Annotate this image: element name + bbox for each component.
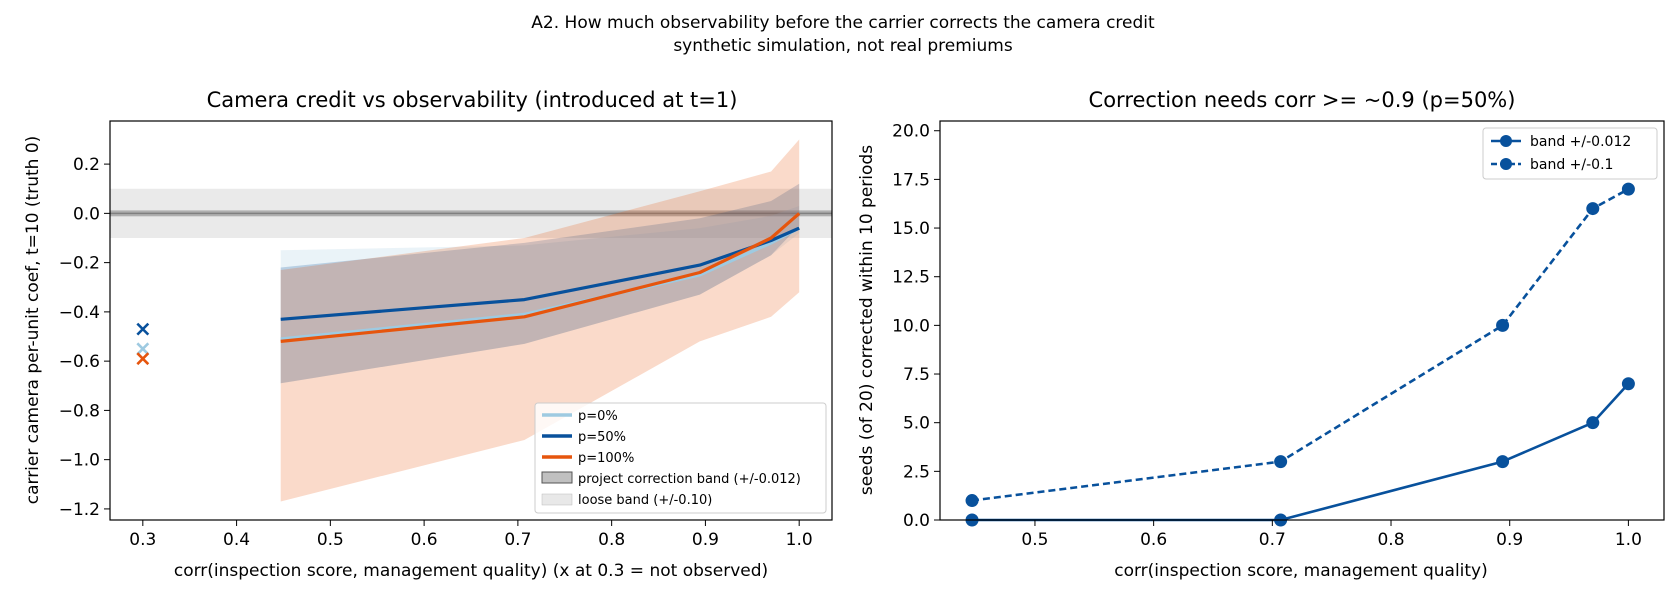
left-xtick-label: 0.4: [223, 530, 250, 550]
left-xtick-label: 1.0: [786, 530, 813, 550]
left-xtick-label: 0.3: [129, 530, 156, 550]
right-xtick-label: 0.5: [1021, 530, 1048, 550]
left-axes-frame: [109, 120, 833, 521]
left-xtick-label: 0.6: [411, 530, 438, 550]
right-ytick-label: 5.0: [903, 414, 930, 434]
ci-band-p0: [280, 206, 800, 384]
left-xtick-label: 0.9: [692, 530, 719, 550]
right-ytick-label: 17.5: [892, 170, 930, 190]
subtitle: synthetic simulation, not real premiums: [673, 36, 1013, 56]
right-axis-ticks: 0.5 0.6 0.7 0.8 0.9 1.0 0.0 2.5 5.0 7.5 10.0 12.5 15…: [892, 122, 1642, 550]
right-ytick-label: 2.5: [903, 462, 930, 482]
left-ytick-label: −1.2: [59, 500, 100, 520]
left-axis-ticks: 0.3 0.4 0.5 0.6 0.7 0.8 0.9 1.0 0.2 0.0 −0.2 −0.4 −0…: [59, 155, 813, 550]
not-observed-marker-p0: [136, 342, 150, 356]
legend-label-p50: p=50%: [578, 430, 626, 445]
right-legend: band +/-0.012 band +/-0.1: [1482, 127, 1658, 180]
left-xtick-label: 0.5: [317, 530, 344, 550]
left-xtick-label: 0.8: [598, 530, 625, 550]
not-observed-marker-p100: [136, 352, 150, 366]
right-ytick-label: 15.0: [892, 219, 930, 239]
right-xtick-label: 0.6: [1140, 530, 1167, 550]
legend-label-correction-band: project correction band (+/-0.012): [578, 472, 801, 487]
left-ytick-label: 0.2: [73, 155, 100, 175]
legend-marker-band-tight: [1500, 135, 1512, 147]
right-series-line-1: [971, 187, 1630, 502]
right-ytick-label: 20.0: [892, 122, 930, 142]
left-legend-box: [534, 402, 827, 514]
right-point-0-4: [1621, 377, 1635, 391]
left-xtick-label: 0.7: [504, 530, 531, 550]
left-ytick-label: −0.6: [59, 352, 100, 372]
right-chart: Correction needs corr >= ~0.9 (p=50%) 0.…: [857, 88, 1665, 581]
legend-swatch-loose-band: [541, 493, 573, 506]
left-ytick-label: −0.2: [59, 254, 100, 274]
right-point-1-4: [1621, 182, 1635, 196]
right-ytick-label: 10.0: [892, 316, 930, 336]
legend-swatch-correction-band: [541, 471, 573, 484]
left-ylabel: carrier camera per-unit coef, t=10 (trut…: [23, 136, 43, 505]
left-xlabel: corr(inspection score, management qualit…: [174, 561, 768, 581]
left-ytick-label: −0.4: [59, 303, 100, 323]
left-ytick-label: −1.0: [59, 451, 100, 471]
right-legend-box: [1482, 127, 1658, 180]
right-axes-frame: [939, 120, 1665, 521]
left-chart: Camera credit vs observability (introduc…: [23, 88, 833, 581]
legend-label-loose-band: loose band (+/-0.10): [578, 493, 712, 508]
legend-label-band-loose: band +/-0.1: [1530, 157, 1613, 173]
right-point-0-3: [1586, 416, 1600, 430]
right-xtick-label: 0.7: [1259, 530, 1286, 550]
right-chart-title: Correction needs corr >= ~0.9 (p=50%): [1089, 88, 1516, 112]
right-ytick-label: 12.5: [892, 268, 930, 288]
right-point-0-2: [1496, 455, 1510, 469]
legend-label-p0: p=0%: [578, 409, 618, 424]
left-ytick-label: −0.8: [59, 401, 100, 421]
left-chart-title: Camera credit vs observability (introduc…: [207, 88, 738, 112]
right-ylabel: seeds (of 20) corrected within 10 period…: [857, 145, 877, 495]
right-xlabel: corr(inspection score, management qualit…: [1114, 561, 1488, 581]
right-ytick-label: 0.0: [903, 511, 930, 531]
legend-label-band-tight: band +/-0.012: [1530, 134, 1631, 150]
ci-band-p50: [280, 183, 800, 384]
ci-band-p100: [280, 139, 800, 502]
right-series-line-0: [972, 382, 1630, 522]
right-point-1-0: [965, 494, 979, 508]
right-xtick-label: 0.9: [1496, 530, 1523, 550]
left-ytick-label: 0.0: [73, 204, 100, 224]
not-observed-marker-p50: [136, 322, 150, 336]
right-point-1-2: [1496, 318, 1510, 332]
right-xtick-label: 1.0: [1615, 530, 1642, 550]
legend-label-p100: p=100%: [578, 451, 634, 466]
right-plot-area: [965, 182, 1635, 527]
right-point-1-3: [1586, 202, 1600, 216]
left-plot-area: [110, 139, 832, 502]
right-xtick-label: 0.8: [1377, 530, 1404, 550]
right-point-1-1: [1274, 455, 1288, 469]
legend-marker-band-loose: [1500, 158, 1512, 170]
left-legend: p=0% p=50% p=100% project correction ban…: [534, 402, 827, 514]
suptitle: A2. How much observability before the ca…: [531, 13, 1155, 33]
right-ytick-label: 7.5: [903, 365, 930, 385]
